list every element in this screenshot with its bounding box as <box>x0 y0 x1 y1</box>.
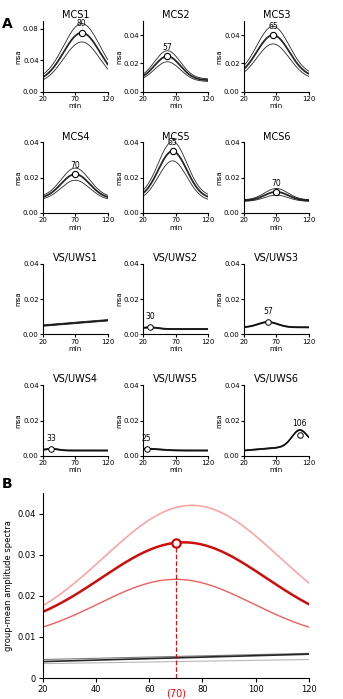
Y-axis label: msa: msa <box>116 171 122 185</box>
X-axis label: min: min <box>69 103 82 109</box>
X-axis label: min: min <box>169 224 182 231</box>
Y-axis label: msa: msa <box>216 49 223 64</box>
Y-axis label: msa: msa <box>216 171 223 185</box>
Title: VS/UWS2: VS/UWS2 <box>153 253 198 263</box>
Y-axis label: group-mean amplitude spectra: group-mean amplitude spectra <box>4 520 13 651</box>
Y-axis label: msa: msa <box>15 413 22 428</box>
Y-axis label: msa: msa <box>116 49 122 64</box>
Title: VS/UWS3: VS/UWS3 <box>254 253 299 263</box>
Title: MCS5: MCS5 <box>162 131 190 142</box>
Title: MCS4: MCS4 <box>61 131 89 142</box>
X-axis label: min: min <box>69 468 82 473</box>
Text: 106: 106 <box>292 419 307 428</box>
Y-axis label: msa: msa <box>15 171 22 185</box>
Text: 57: 57 <box>163 43 172 52</box>
Title: VS/UWS4: VS/UWS4 <box>53 375 98 384</box>
Text: A: A <box>2 17 12 31</box>
X-axis label: min: min <box>69 346 82 352</box>
Text: 25: 25 <box>142 433 151 442</box>
Text: 65: 65 <box>168 138 177 147</box>
X-axis label: min: min <box>270 346 283 352</box>
Text: 70: 70 <box>70 161 80 170</box>
Y-axis label: msa: msa <box>116 291 122 306</box>
X-axis label: min: min <box>169 346 182 352</box>
Y-axis label: msa: msa <box>15 291 22 306</box>
Title: VS/UWS5: VS/UWS5 <box>153 375 198 384</box>
Text: 80: 80 <box>77 20 86 29</box>
Y-axis label: msa: msa <box>116 413 122 428</box>
Text: 33: 33 <box>46 433 56 442</box>
Title: MCS3: MCS3 <box>262 10 290 20</box>
Y-axis label: msa: msa <box>15 49 22 64</box>
Text: 70: 70 <box>271 178 281 187</box>
X-axis label: min: min <box>169 468 182 473</box>
X-axis label: min: min <box>270 224 283 231</box>
Title: MCS2: MCS2 <box>162 10 190 20</box>
Text: B: B <box>2 477 12 491</box>
Text: 30: 30 <box>145 312 155 321</box>
Text: 57: 57 <box>263 307 273 316</box>
Text: 65: 65 <box>268 22 278 31</box>
X-axis label: min: min <box>169 103 182 109</box>
Text: (70): (70) <box>166 689 186 698</box>
Title: MCS1: MCS1 <box>61 10 89 20</box>
Title: MCS6: MCS6 <box>262 131 290 142</box>
Title: VS/UWS6: VS/UWS6 <box>254 375 299 384</box>
X-axis label: min: min <box>270 103 283 109</box>
Y-axis label: msa: msa <box>216 291 223 306</box>
X-axis label: min: min <box>69 224 82 231</box>
Title: VS/UWS1: VS/UWS1 <box>53 253 98 263</box>
X-axis label: min: min <box>270 468 283 473</box>
Y-axis label: msa: msa <box>216 413 223 428</box>
